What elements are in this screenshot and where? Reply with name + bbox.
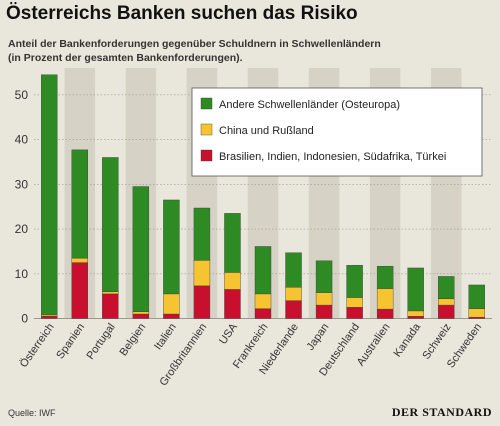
publisher-logo: DER STANDARD [391, 405, 492, 419]
bar-segment [102, 293, 119, 319]
bar-segment [102, 291, 119, 295]
bar-segment [376, 308, 394, 319]
legend-swatch [200, 123, 213, 136]
bar-segment [254, 246, 272, 295]
bar-segment [224, 289, 241, 319]
bar-segment [346, 297, 363, 308]
bar-segment [41, 316, 58, 319]
y-tick-labels: 0 10 20 30 40 50 [15, 88, 29, 326]
y-tick-label: 10 [15, 267, 29, 281]
bar-segment [193, 260, 211, 287]
chart-subtitle-line-1: Anteil der Bankenforderungen gegenüber S… [8, 38, 381, 50]
bar-segment [407, 267, 424, 312]
bar-segment [376, 265, 394, 289]
y-tick-label: 20 [15, 222, 29, 236]
bar-segment [285, 252, 302, 288]
bar-segment [132, 311, 150, 315]
bar-segment [346, 307, 363, 319]
bar-segment [438, 276, 455, 300]
bar-segment [407, 316, 424, 319]
y-tick-label: 30 [15, 177, 29, 191]
x-tick-label: Portugal [84, 321, 117, 361]
bar-segment [132, 186, 150, 312]
bar-segment [41, 74, 58, 316]
x-tick-label: Italien [152, 321, 179, 352]
bars [41, 74, 485, 319]
bar-segment [468, 308, 485, 318]
x-tick-label: Belgien [117, 321, 148, 358]
bar-segment [285, 300, 302, 319]
y-tick-label: 40 [15, 133, 29, 147]
x-tick-label: Japan [304, 321, 331, 352]
bar-segment [438, 298, 455, 306]
bar-segment [71, 262, 89, 319]
legend-box [191, 87, 483, 177]
bar-segment [163, 293, 180, 315]
legend-label: China und Rußland [219, 125, 314, 137]
x-tick-label: USA [217, 321, 240, 347]
legend-swatch [200, 149, 213, 162]
chart-subtitle-line-2: (in Prozent der gesamten Bankenforderung… [8, 52, 243, 64]
bar-segment [41, 314, 58, 317]
bar-segment [102, 157, 119, 292]
chart-title: Österreichs Banken suchen das Risiko [6, 3, 358, 24]
legend-swatch [200, 97, 213, 110]
bar-segment [285, 286, 302, 301]
legend: Andere Schwellenländer (Osteuropa) China … [191, 87, 483, 177]
x-tick-label: Kanada [392, 321, 424, 360]
bar-segment [71, 149, 89, 259]
bar-segment [71, 257, 89, 263]
bar-segment [346, 265, 363, 298]
bar-segment [254, 308, 272, 319]
bar-segment [224, 213, 241, 273]
bar-segment [315, 292, 333, 306]
bar-segment [315, 260, 333, 293]
bar-segment [438, 304, 455, 319]
bar-segment [315, 304, 333, 319]
legend-label: Andere Schwellenländer (Osteuropa) [219, 99, 400, 111]
bar-segment [163, 313, 180, 319]
legend-label: Brasilien, Indien, Indonesien, Südafrika… [219, 151, 446, 163]
bar-segment [193, 285, 211, 319]
x-tick-label: Schweiz [420, 321, 453, 361]
bar-segment [407, 310, 424, 317]
y-tick-label: 50 [15, 88, 29, 102]
x-tick-label: Spanien [54, 321, 87, 361]
source-note: Quelle: IWF [8, 408, 56, 418]
bar-segment [468, 316, 485, 319]
y-tick-label: 0 [21, 312, 28, 326]
bar-segment [163, 199, 180, 295]
bar-segment [468, 284, 485, 309]
bar-segment [224, 272, 241, 290]
bar-segment [132, 313, 150, 319]
bar-segment [376, 288, 394, 310]
x-tick-label: Österreich [18, 321, 57, 369]
bar-segment [254, 293, 272, 309]
bar-segment [193, 207, 211, 261]
